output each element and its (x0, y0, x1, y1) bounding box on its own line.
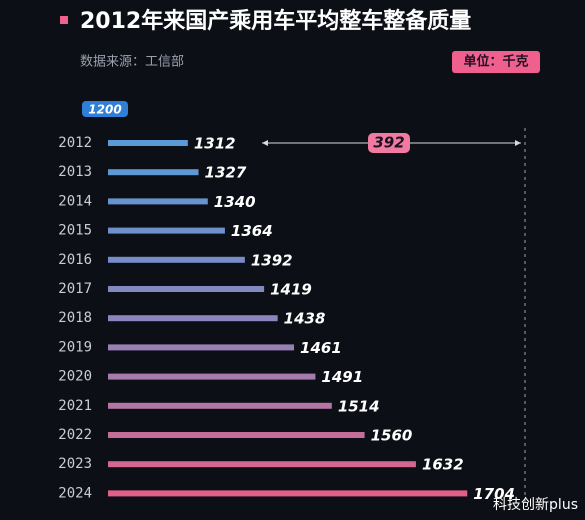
value-label: 1491 (321, 368, 363, 386)
value-label: 1392 (251, 251, 293, 269)
y-tick-label: 2016 (58, 252, 92, 268)
bar (108, 140, 188, 146)
y-tick-label: 2013 (58, 164, 92, 180)
y-tick-label: 2023 (58, 456, 92, 472)
y-tick-label: 2024 (58, 485, 92, 501)
bar (108, 490, 468, 497)
bar (108, 227, 225, 234)
title-bullet (60, 16, 68, 24)
y-tick-label: 2018 (58, 310, 92, 326)
unit: 单位：千克 (463, 54, 528, 70)
value-label: 1312 (194, 135, 236, 153)
bar (108, 461, 416, 468)
bar (108, 315, 278, 322)
bar (108, 373, 316, 380)
value-label: 1704 (473, 485, 515, 503)
y-tick-label: 2017 (58, 281, 92, 297)
subtitle: 数据来源：工信部 (80, 55, 184, 70)
bar (108, 169, 199, 176)
y-tick-label: 2014 (58, 193, 92, 209)
value-label: 1514 (338, 397, 380, 415)
value-label: 1632 (422, 456, 464, 474)
y-tick-label: 2021 (58, 398, 92, 414)
annotation-box (368, 133, 410, 153)
bar (108, 432, 365, 438)
value-label: 1340 (214, 193, 256, 211)
y-tick-label: 2015 (58, 223, 92, 239)
value-label: 1560 (371, 427, 413, 445)
value-label: 1461 (300, 339, 342, 357)
x-tick-label: 1200 (88, 103, 121, 117)
bar (108, 286, 265, 292)
y-tick-label: 2012 (58, 135, 92, 151)
annotation: 392 (373, 134, 404, 152)
value-label: 1327 (205, 164, 247, 182)
bar (108, 402, 332, 409)
value-label: 1419 (270, 281, 312, 299)
bar (108, 198, 208, 205)
value-label: 1438 (284, 310, 326, 328)
unit-box (452, 51, 540, 73)
bar (108, 256, 245, 263)
y-tick-label: 2020 (58, 369, 92, 385)
chart-title: 2012年来国产乘用车平均整车整备质量 (80, 8, 471, 34)
y-tick-label: 2022 (58, 427, 92, 443)
value-label: 1364 (231, 222, 273, 240)
bar (108, 344, 295, 351)
x-tick (82, 101, 128, 117)
watermark: 科技创新plus (493, 497, 578, 513)
y-tick-label: 2019 (58, 339, 92, 355)
